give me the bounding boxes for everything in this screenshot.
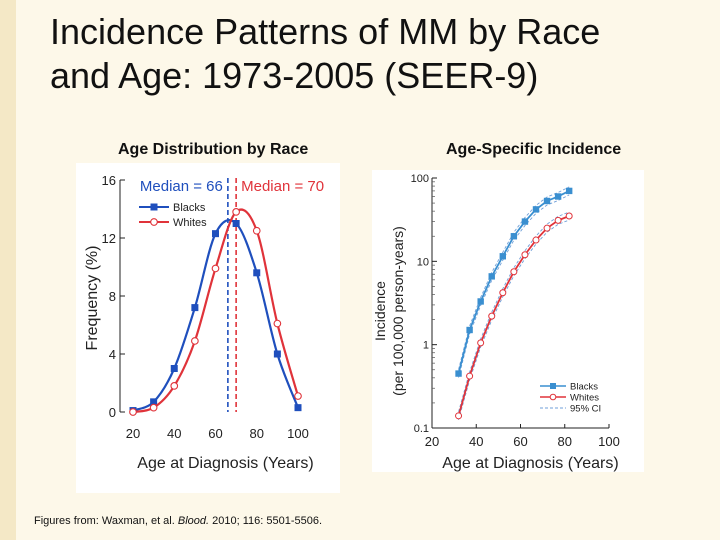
- data-point-whites: [466, 372, 474, 380]
- data-point-blacks: [212, 230, 219, 238]
- y-tick-label: 100: [411, 173, 429, 185]
- data-point-blacks: [191, 304, 199, 312]
- y-tick-label: 1: [423, 340, 429, 352]
- data-point-blacks: [488, 273, 495, 280]
- data-point-blacks: [510, 233, 518, 240]
- slide-title: Incidence Patterns of MM by Race and Age:…: [50, 10, 710, 98]
- data-point-whites: [521, 251, 529, 259]
- legend-label: Blacks: [570, 382, 598, 393]
- legend-label-whites: Whites: [173, 217, 207, 229]
- age-distribution-chart: 0 4 8 12 16 20 40 60 80 100 Age at Diagnosis (Year…: [84, 173, 324, 472]
- age-incidence-chart: 0.1 1 10 100 20 40 60 80 100 Age at Diagnosis (Ye…: [372, 173, 620, 472]
- y-tick-label: 8: [109, 289, 116, 304]
- data-point-blacks: [499, 253, 506, 260]
- citation-journal: Blood.: [177, 515, 210, 527]
- data-point-blacks: [253, 269, 261, 277]
- data-point-whites: [488, 312, 496, 320]
- legend-label: Whites: [570, 393, 599, 404]
- x-tick-label: 100: [287, 426, 309, 441]
- y-tick-label: 10: [417, 256, 429, 268]
- data-point-whites: [273, 319, 282, 328]
- legend-marker: [549, 393, 557, 401]
- x-tick-label: 40: [469, 434, 483, 449]
- citation-prefix: Figures from: Waxman, et al.: [34, 515, 178, 527]
- data-point-blacks: [150, 398, 158, 406]
- data-point-blacks: [477, 298, 484, 305]
- x-tick-label: 20: [425, 434, 439, 449]
- y-axis-label: Incidence: [372, 281, 388, 341]
- data-point-blacks: [532, 206, 540, 213]
- x-axis-label: Age at Diagnosis (Years): [137, 455, 313, 472]
- data-point-whites: [554, 216, 562, 224]
- data-point-whites: [252, 226, 261, 235]
- x-tick-label: 80: [250, 426, 264, 441]
- data-point-whites: [211, 264, 220, 273]
- x-tick-label: 60: [208, 426, 222, 441]
- x-axis-label: Age at Diagnosis (Years): [442, 455, 618, 472]
- data-point-whites: [477, 339, 485, 347]
- x-tick-label: 60: [513, 434, 527, 449]
- y-tick-label: 0: [109, 405, 116, 420]
- data-point-blacks: [273, 350, 281, 358]
- data-point-whites: [170, 382, 179, 390]
- data-point-blacks: [521, 218, 529, 225]
- legend-marker: [150, 218, 158, 226]
- x-tick-label: 40: [167, 426, 181, 441]
- data-point-whites: [543, 224, 551, 232]
- left-chart-panel: 0 4 8 12 16 20 40 60 80 100 Age at Diagnosis (Year…: [76, 163, 340, 493]
- data-point-blacks: [543, 197, 551, 205]
- data-point-blacks: [466, 326, 473, 334]
- x-tick-label: 100: [598, 434, 620, 449]
- slide-title-line2: and Age: 1973-2005 (SEER-9): [50, 55, 539, 96]
- median-label-whites: Median = 70: [241, 178, 324, 195]
- legend-marker: [550, 383, 556, 389]
- data-point-whites: [191, 337, 199, 345]
- data-point-whites: [129, 408, 137, 416]
- data-point-whites: [232, 208, 240, 216]
- ci-band-upper: [458, 186, 570, 370]
- y-tick-label: 4: [109, 347, 116, 362]
- citation-suffix: 2010; 116: 5501-5506.: [209, 515, 323, 527]
- y-tick-label: 12: [102, 231, 116, 246]
- left-panel-title: Age Distribution by Race: [118, 141, 309, 158]
- data-point-whites: [565, 212, 573, 220]
- y-axis-label-units: (per 100,000 person-years): [390, 226, 406, 396]
- x-tick-label: 20: [126, 426, 140, 441]
- y-tick-label: 0.1: [414, 423, 429, 435]
- right-chart-panel: 0.1 1 10 100 20 40 60 80 100 Age at Diagnosis (Ye…: [372, 170, 644, 472]
- data-point-blacks: [170, 365, 178, 372]
- series-line-blacks: [132, 219, 300, 412]
- series-line-whites: [132, 208, 300, 414]
- data-point-whites: [532, 236, 540, 244]
- legend-marker: [150, 203, 158, 211]
- ci-band-lower: [458, 194, 570, 378]
- slide-title-line1: Incidence Patterns of MM by Race: [50, 11, 601, 52]
- figure-citation: Figures from: Waxman, et al. Blood. 2010…: [34, 515, 322, 527]
- data-point-whites: [149, 403, 158, 412]
- y-tick-label: 16: [102, 173, 116, 188]
- series-line-blacks: [457, 190, 570, 374]
- data-point-blacks: [294, 404, 302, 412]
- data-point-whites: [499, 289, 507, 297]
- data-point-whites: [455, 412, 463, 420]
- right-panel-title: Age-Specific Incidence: [446, 141, 622, 158]
- data-point-whites: [294, 392, 302, 400]
- median-label-blacks: Median = 66: [140, 178, 223, 195]
- data-point-whites: [510, 268, 518, 276]
- data-point-blacks: [455, 370, 462, 377]
- legend-label: 95% CI: [570, 404, 601, 415]
- legend-label-blacks: Blacks: [173, 202, 206, 214]
- data-point-blacks: [554, 193, 562, 200]
- slide-accent-bar: [0, 0, 16, 540]
- data-point-blacks: [565, 187, 573, 195]
- x-tick-label: 80: [558, 434, 572, 449]
- y-axis-label: Frequency (%): [84, 246, 101, 351]
- data-point-blacks: [232, 220, 240, 227]
